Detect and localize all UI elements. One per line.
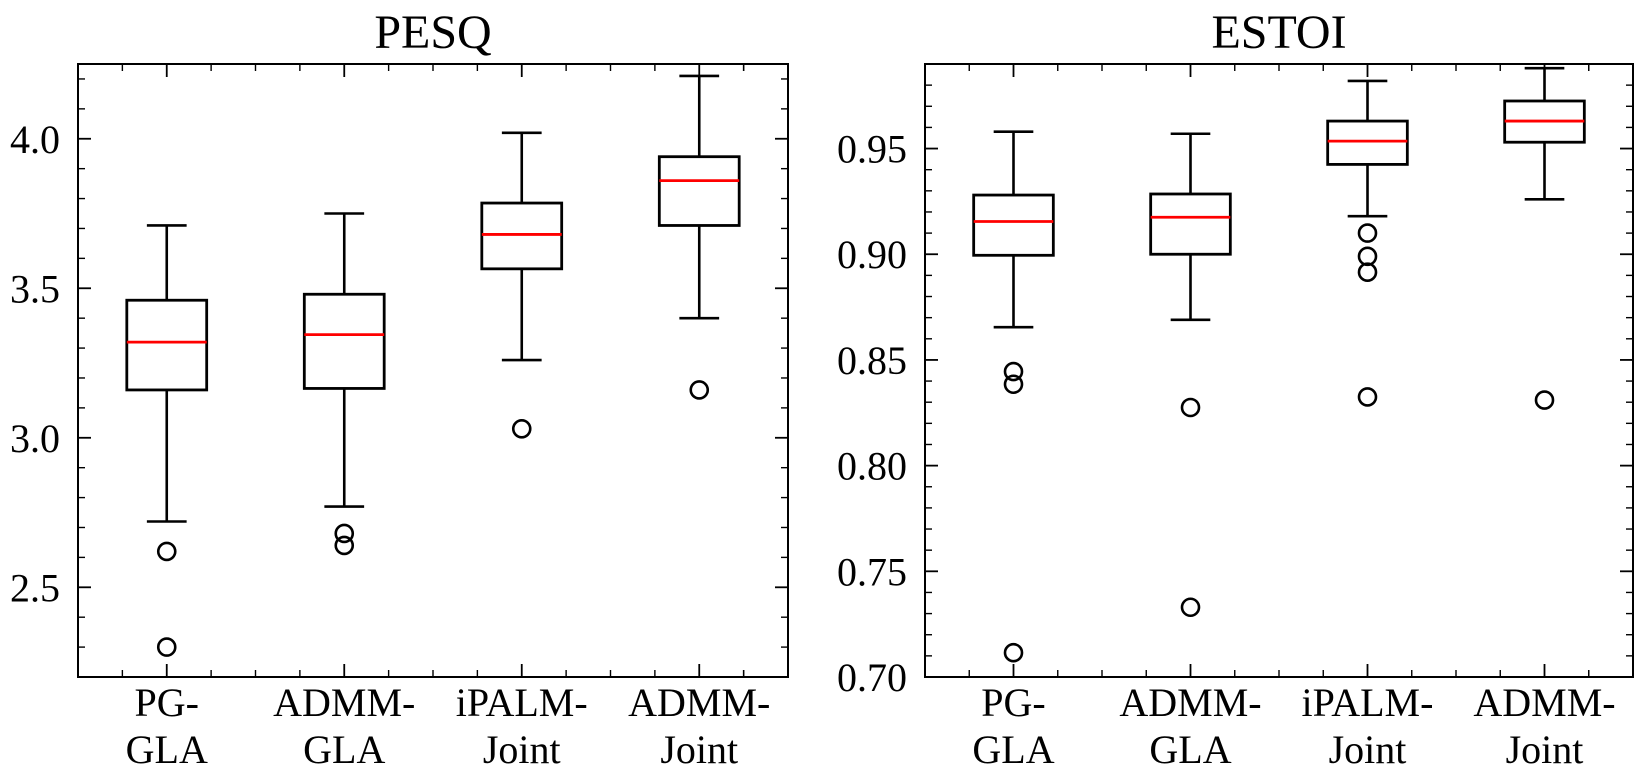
outlier-point xyxy=(1180,397,1201,418)
x-tick-label-line1: ADMM- xyxy=(1119,680,1261,725)
box-4: ADMM-Joint xyxy=(1473,64,1616,772)
x-tick-label-line1: iPALM- xyxy=(456,680,588,725)
outlier-point xyxy=(1534,390,1555,410)
panel-estoi: ESTOI0.700.750.800.850.900.95PG-GLAADMM-… xyxy=(837,6,1634,772)
x-tick-label-line2: Joint xyxy=(660,727,738,772)
chart-title: ESTOI xyxy=(1211,6,1346,59)
outlier-point xyxy=(156,541,177,562)
box-3: iPALM-Joint xyxy=(456,64,588,772)
y-tick-label: 4.0 xyxy=(10,117,60,162)
x-tick-label-line2: GLA xyxy=(972,727,1054,772)
y-tick-label: 0.90 xyxy=(837,232,907,277)
x-tick-label-line2: GLA xyxy=(1149,727,1231,772)
outlier-point xyxy=(156,637,177,657)
y-tick-label: 2.5 xyxy=(10,565,60,610)
chart-title: PESQ xyxy=(374,6,491,59)
outlier-point xyxy=(1003,374,1024,395)
panel-pesq: PESQ2.53.03.54.0PG-GLAADMM-GLAiPALM-Join… xyxy=(10,6,789,772)
iqr-box xyxy=(1149,192,1232,256)
x-tick-label-line1: ADMM- xyxy=(273,680,415,725)
x-tick-label-line1: PG- xyxy=(981,680,1045,725)
y-tick-label: 3.0 xyxy=(10,416,60,461)
x-tick-label-line2: Joint xyxy=(1506,727,1584,772)
outlier-point xyxy=(1357,262,1378,283)
iqr-box xyxy=(657,155,741,227)
box-2: ADMM-GLA xyxy=(1119,64,1262,772)
x-tick-label-line2: Joint xyxy=(1329,727,1407,772)
iqr-box xyxy=(302,292,386,390)
y-tick-label: 0.85 xyxy=(837,338,907,383)
y-tick-label: 0.95 xyxy=(837,127,907,172)
y-tick-label: 0.70 xyxy=(837,655,907,700)
axes-frame xyxy=(924,63,1634,678)
iqr-box xyxy=(125,298,209,392)
x-tick-label-line2: GLA xyxy=(126,727,208,772)
x-tick-label-line1: PG- xyxy=(135,680,199,725)
iqr-box xyxy=(480,201,564,271)
outlier-point xyxy=(1003,642,1024,663)
x-tick-label-line1: ADMM- xyxy=(1473,680,1615,725)
outlier-point xyxy=(334,535,355,556)
outlier-point xyxy=(1357,223,1378,243)
outlier-point xyxy=(689,380,710,400)
y-tick-label: 0.80 xyxy=(837,444,907,489)
box-2: ADMM-GLA xyxy=(273,64,415,772)
outlier-point xyxy=(1003,361,1024,382)
box-1: PG-GLA xyxy=(125,64,209,772)
x-tick-label-line2: Joint xyxy=(483,727,561,772)
outlier-point xyxy=(511,419,532,439)
box-4: ADMM-Joint xyxy=(628,64,770,772)
outlier-point xyxy=(1357,246,1378,267)
x-tick-label-line1: iPALM- xyxy=(1302,680,1434,725)
outlier-point xyxy=(334,523,355,544)
y-tick-label: 0.75 xyxy=(837,549,907,594)
x-tick-label-line2: GLA xyxy=(303,727,385,772)
box-1: PG-GLA xyxy=(972,64,1055,772)
y-tick-label: 3.5 xyxy=(10,266,60,311)
outlier-point xyxy=(1357,387,1378,407)
outlier-point xyxy=(1180,597,1201,618)
iqr-box xyxy=(1326,119,1409,166)
iqr-box xyxy=(972,193,1055,257)
x-tick-label-line1: ADMM- xyxy=(628,680,770,725)
box-3: iPALM-Joint xyxy=(1302,64,1434,772)
